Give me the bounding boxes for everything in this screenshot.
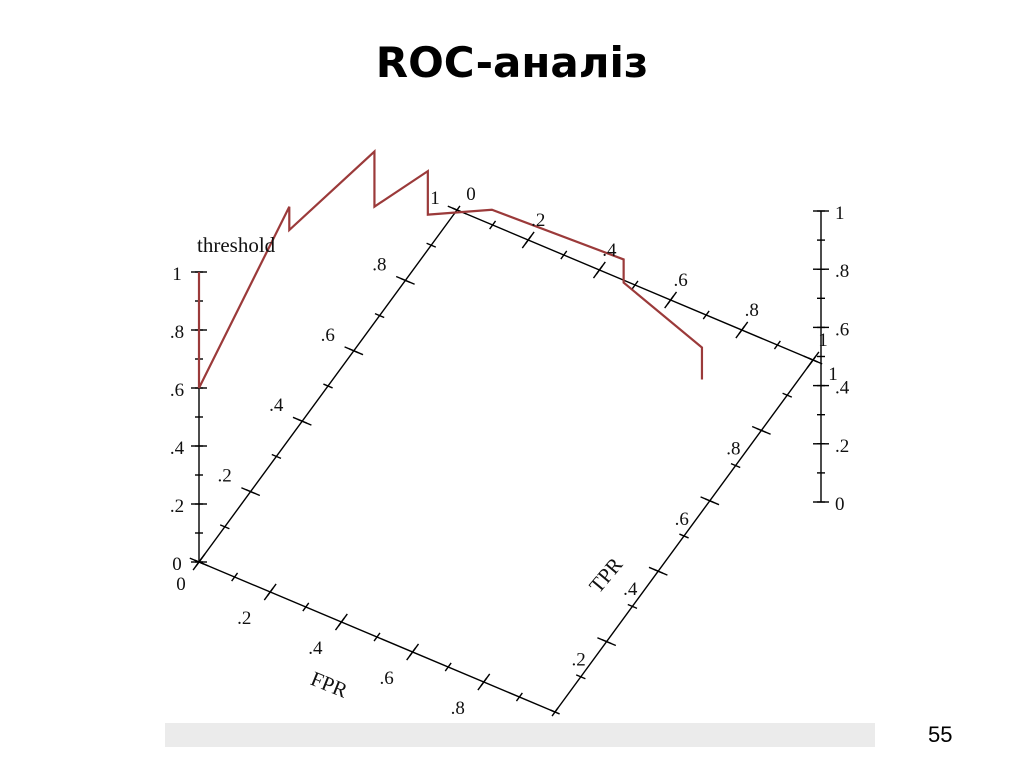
- back-fpr-tick: [806, 351, 820, 369]
- threshold-tick-label: 0: [172, 554, 182, 575]
- threshold-tick-label: .2: [170, 496, 184, 517]
- tpr-minor-tick: [550, 709, 560, 715]
- fpr-tick: [334, 613, 348, 631]
- fpr-minor-tick: [302, 602, 310, 612]
- tpr-axis-title: TPR: [584, 553, 627, 598]
- back-tpr-minor-tick: [323, 383, 333, 389]
- back-tpr-tick-label: .2: [217, 466, 231, 487]
- fpr-tick-label: .2: [237, 608, 251, 629]
- right-threshold-tick-label: .2: [835, 436, 849, 457]
- footer-bar: [165, 723, 875, 747]
- right-threshold-tick-label: 1: [835, 203, 845, 224]
- threshold-tick-label: 1: [172, 264, 182, 285]
- tpr-minor-tick: [679, 533, 689, 539]
- back-tpr-tick: [344, 346, 364, 356]
- back-fpr-minor-tick: [773, 340, 781, 350]
- fpr-tick: [477, 673, 491, 691]
- right-threshold-tick-label: 0: [835, 494, 845, 515]
- fpr-minor-tick: [231, 572, 239, 582]
- ticks-layer: [189, 205, 829, 717]
- back-fpr-tick-label: .8: [745, 300, 759, 321]
- back-fpr-tick-label: .4: [602, 240, 617, 261]
- fpr-tick-label: .4: [308, 638, 323, 659]
- fpr-tick-label: 0: [176, 574, 186, 595]
- tpr-tick-label: .6: [675, 509, 689, 530]
- fpr-tick: [406, 643, 420, 661]
- threshold-tick-label: .6: [170, 380, 184, 401]
- fpr-minor-tick: [515, 692, 523, 702]
- threshold-tick-label: .8: [170, 322, 184, 343]
- threshold-axis-title: threshold: [197, 233, 276, 257]
- back-tpr-minor-tick: [374, 313, 385, 319]
- back-fpr-tick-label: 1: [818, 330, 828, 351]
- tpr-tick-label: .4: [623, 579, 638, 600]
- tpr-tick-label: 1: [828, 364, 838, 385]
- tpr-minor-tick: [575, 674, 586, 680]
- back-tpr-tick-label: .4: [269, 395, 284, 416]
- tpr-tick: [597, 637, 617, 647]
- back-tpr-tick-label: 1: [430, 188, 440, 209]
- series-layer: [197, 149, 704, 389]
- tpr-tick: [700, 496, 720, 506]
- back-tpr-tick: [241, 487, 261, 497]
- back-fpr-zero-label: 0: [466, 184, 476, 205]
- fpr-minor-tick: [373, 632, 381, 642]
- fpr-tick-label: .6: [379, 668, 393, 689]
- fpr-minor-tick: [444, 662, 452, 672]
- back-fpr-minor-tick: [489, 220, 497, 230]
- back-fpr-tick-label: .2: [531, 210, 545, 231]
- back-tpr-minor-tick: [219, 524, 230, 530]
- back-tpr-minor-tick: [426, 242, 437, 248]
- back-fpr-tick: [664, 291, 678, 309]
- tpr-minor-tick: [782, 392, 793, 398]
- right-threshold-tick-label: .6: [835, 319, 849, 340]
- labels-layer: 0 .2 .4 .6 .8 FPR .2 .4 .6 .8 1 TPR .2 .4 .6 .8 1 .2 .4 .6.…: [170, 184, 850, 719]
- back-fpr-tick: [592, 261, 606, 279]
- back-fpr-tick: [735, 321, 749, 339]
- back-tpr-minor-tick: [271, 453, 282, 459]
- fpr-tick-label: .8: [451, 698, 465, 719]
- back-fpr-minor-tick: [702, 310, 710, 320]
- axes-layer: [198, 209, 822, 713]
- tpr-minor-tick: [627, 603, 638, 609]
- roc-threshold-curve: [197, 149, 704, 389]
- threshold-tick-label: .4: [170, 438, 185, 459]
- back-fpr-minor-tick: [631, 280, 639, 290]
- right-threshold-tick-label: .8: [835, 261, 849, 282]
- tpr-minor-tick: [730, 463, 741, 469]
- back-tpr-tick: [292, 416, 312, 426]
- fpr-tick: [263, 583, 277, 601]
- back-fpr-minor-tick: [560, 250, 568, 260]
- right-threshold-tick-label: .4: [835, 378, 850, 399]
- back-tpr-tick-label: .8: [372, 254, 386, 275]
- slide-title: ROC-аналіз: [375, 38, 649, 87]
- tpr-tick-label: .2: [571, 650, 585, 671]
- back-fpr-tick-label: .6: [673, 270, 687, 291]
- fpr-axis-title: FPR: [307, 666, 351, 702]
- tpr-tick: [751, 425, 771, 435]
- back-tpr-tick: [395, 275, 415, 285]
- back-tpr-tick-label: .6: [321, 325, 335, 346]
- back-fpr-tick: [521, 231, 535, 249]
- page-number: 55: [928, 722, 953, 747]
- tpr-tick: [648, 566, 668, 576]
- tpr-tick-label: .8: [726, 438, 740, 459]
